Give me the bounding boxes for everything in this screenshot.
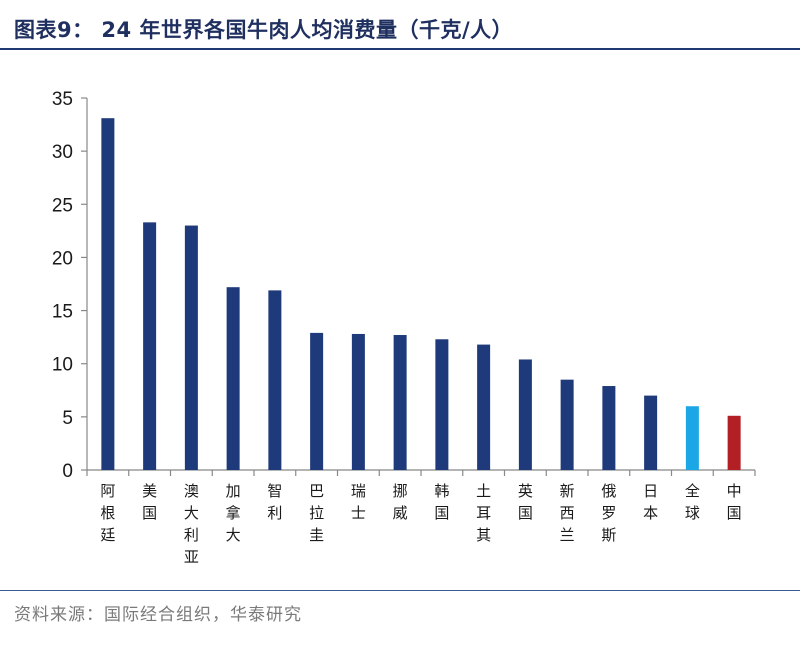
x-axis [86,469,756,476]
x-tick-label: 智利 [267,482,282,522]
x-tick-label: 瑞士 [351,482,366,522]
bar [226,287,240,470]
x-tick-label: 全球 [685,482,700,522]
bar [685,406,699,470]
x-tick-label: 挪威 [393,482,408,522]
x-tick-label: 韩国 [434,482,449,522]
y-tick-label: 30 [52,142,73,163]
x-tick-label: 土耳其 [476,482,491,544]
bar [435,339,449,470]
bar [644,395,658,470]
x-tick-label: 巴拉圭 [309,482,324,544]
bar [101,118,115,471]
x-tick-label: 阿根廷 [100,482,115,544]
bar [143,222,157,470]
bars-group [101,118,741,471]
source-note: 资料来源：国际经合组织，华泰研究 [14,605,302,625]
x-tick-label: 中国 [727,482,742,522]
bar [477,344,491,470]
y-tick-label: 5 [62,408,73,429]
y-axis: 0 5 10 15 20 25 30 35 [52,89,88,482]
y-tick-label: 15 [52,302,73,323]
bar [518,359,532,470]
bar [727,415,741,470]
bar [268,290,282,470]
title-divider [0,48,800,50]
y-tick-label: 25 [52,195,73,216]
y-tick-label: 10 [52,355,73,376]
chart-title: 图表9： 24 年世界各国牛肉人均消费量（千克/人） [14,18,514,42]
bar [310,332,324,470]
bar [560,379,574,470]
y-tick-label: 0 [62,461,73,482]
y-tick-label: 35 [52,89,73,110]
x-tick-label: 澳大利亚 [184,482,199,566]
bar-chart: 0 5 10 15 20 25 30 35 阿根廷 美国 澳大利亚 加拿大 智利 巴拉圭 瑞士挪威韩国土耳… [52,89,756,566]
y-tick-label: 20 [52,248,73,269]
x-tick-label: 俄罗斯 [601,482,616,544]
x-tick-label: 日本 [643,482,658,522]
bar [351,333,365,470]
x-tick-label: 加拿大 [226,482,241,544]
x-tick-label: 英国 [518,482,533,522]
source-divider [0,590,800,591]
x-tick-label: 美国 [142,482,157,522]
bar [602,386,616,470]
bar [393,335,407,470]
bar [184,225,198,470]
x-tick-label: 新西兰 [560,482,575,544]
